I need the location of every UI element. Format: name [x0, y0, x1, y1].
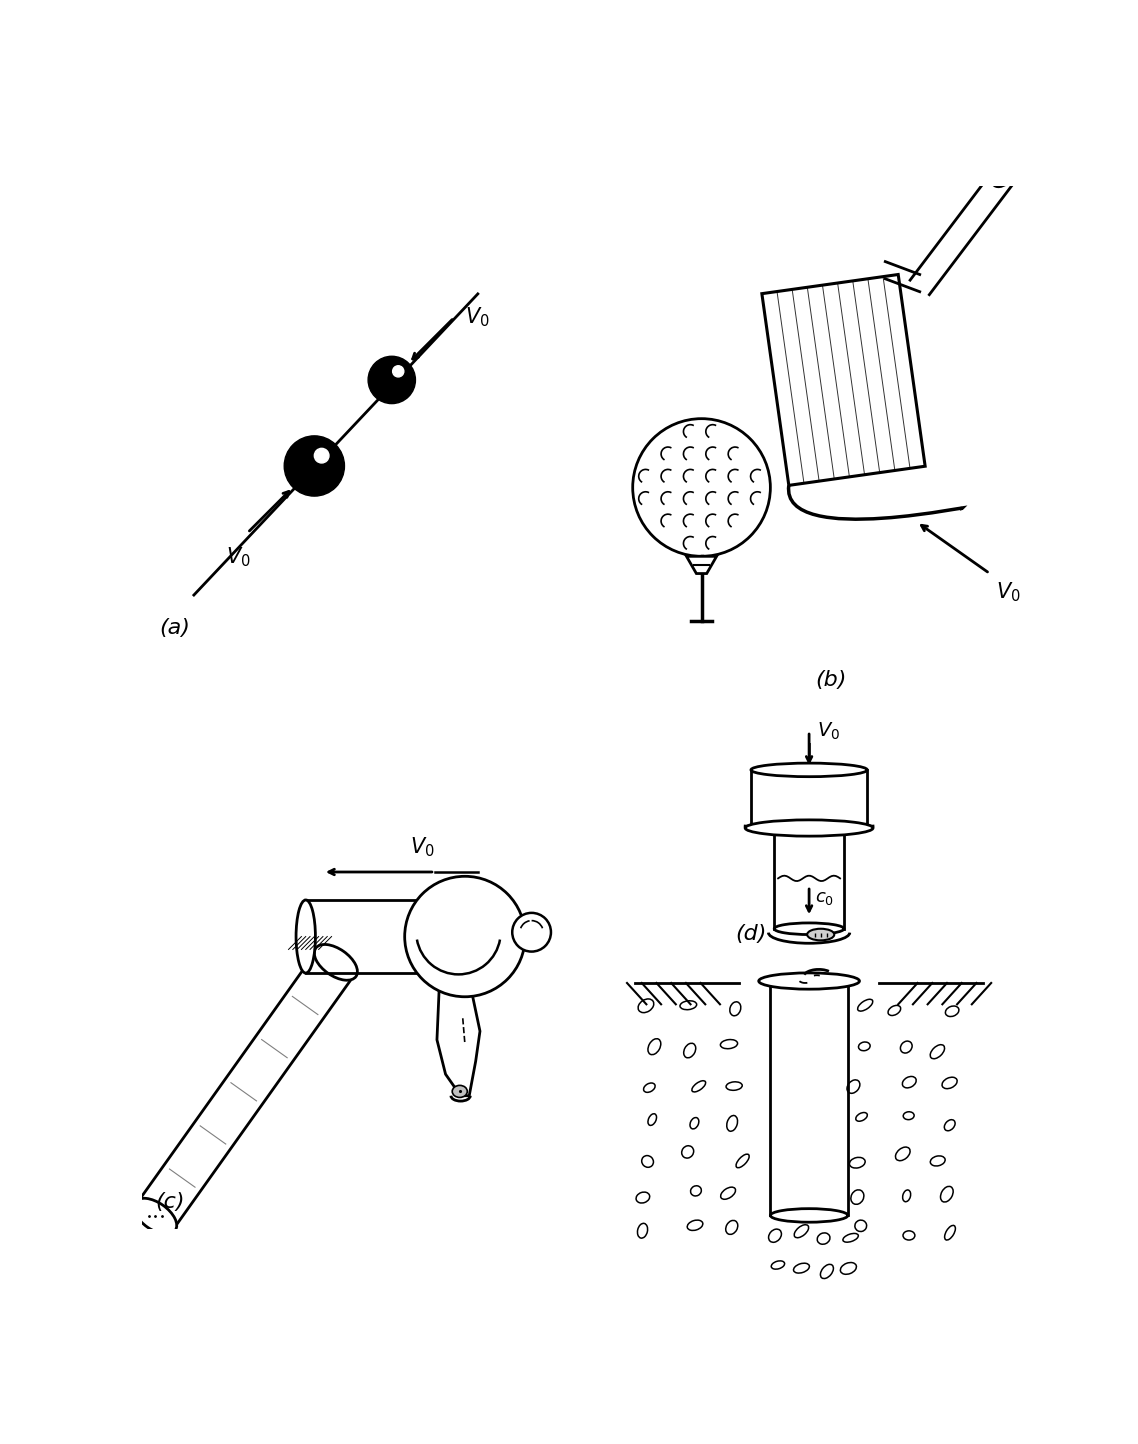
Text: (d): (d): [735, 924, 767, 944]
Ellipse shape: [452, 1086, 468, 1097]
Text: $\it{V}_0$: $\it{V}_0$: [410, 836, 435, 859]
Ellipse shape: [751, 762, 867, 777]
Text: (c): (c): [155, 1191, 184, 1212]
Circle shape: [512, 913, 551, 952]
Ellipse shape: [774, 923, 844, 934]
Ellipse shape: [314, 944, 357, 980]
Ellipse shape: [759, 973, 859, 989]
Circle shape: [405, 877, 525, 996]
Circle shape: [314, 448, 329, 464]
Polygon shape: [437, 991, 480, 1096]
Text: $\it{V}_0$: $\it{V}_0$: [464, 306, 489, 329]
Ellipse shape: [296, 900, 315, 973]
Circle shape: [393, 365, 404, 377]
Polygon shape: [137, 949, 354, 1229]
Text: $\it{V}_0$: $\it{V}_0$: [817, 721, 840, 742]
Polygon shape: [761, 274, 925, 485]
Text: $\it{V}_0$: $\it{V}_0$: [996, 580, 1021, 604]
Ellipse shape: [426, 900, 445, 973]
Ellipse shape: [770, 1209, 848, 1222]
Ellipse shape: [807, 928, 834, 940]
Text: $\it{c}_0$: $\it{c}_0$: [815, 888, 834, 907]
Ellipse shape: [992, 169, 1013, 188]
Circle shape: [284, 436, 345, 497]
Ellipse shape: [745, 820, 873, 836]
Text: $\it{V}_0$: $\it{V}_0$: [226, 546, 250, 569]
Polygon shape: [686, 556, 717, 573]
Circle shape: [633, 419, 770, 556]
Circle shape: [368, 357, 415, 404]
Text: (b): (b): [815, 670, 847, 690]
Ellipse shape: [133, 1199, 176, 1235]
Text: (a): (a): [159, 618, 190, 638]
